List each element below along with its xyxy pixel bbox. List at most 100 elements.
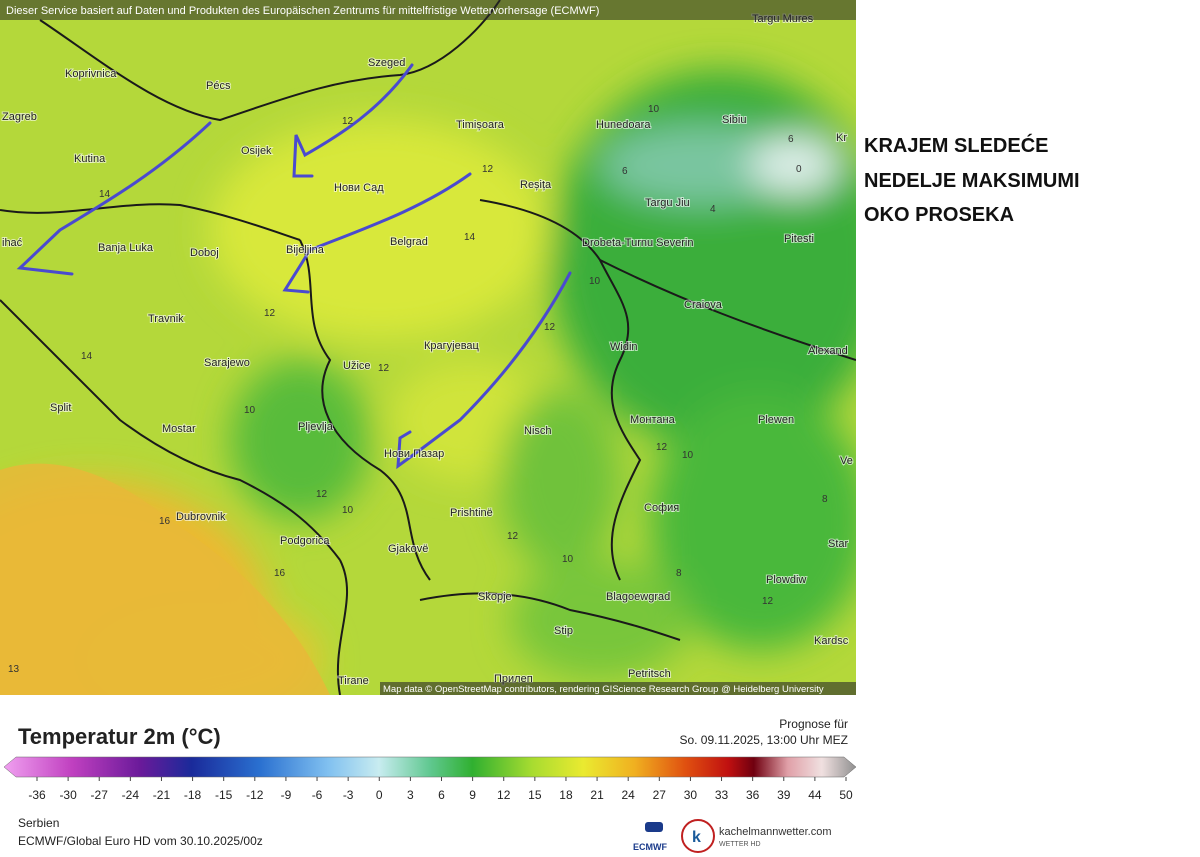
city-label: Kutina	[74, 153, 106, 165]
legend-tick-label: -3	[343, 788, 354, 802]
city-label: Gjakovë	[388, 543, 428, 555]
city-label: Plewen	[758, 414, 794, 426]
city-label: Bijeljina	[286, 244, 325, 256]
legend-tick-label: 33	[715, 788, 729, 802]
legend-tick-label: -12	[246, 788, 264, 802]
headline-line: OKO PROSEKA	[864, 204, 1014, 226]
isotherm-label: 0	[796, 164, 802, 175]
isotherm-label: 8	[822, 494, 828, 505]
city-label: Ve	[840, 455, 853, 467]
city-label: Prishtinë	[450, 507, 493, 519]
city-label: Belgrad	[390, 236, 428, 248]
attribution-bar	[380, 682, 856, 695]
isotherm-label: 16	[274, 568, 286, 579]
city-label: Sibiu	[722, 114, 746, 126]
isotherm-label: 10	[589, 276, 601, 287]
city-label: Koprivnica	[65, 68, 117, 80]
legend-tick-label: 12	[497, 788, 511, 802]
city-label: Нови Сад	[334, 182, 384, 194]
city-label: Zagreb	[2, 111, 37, 123]
legend-tick-label: 9	[469, 788, 476, 802]
city-label: Mostar	[162, 423, 196, 435]
legend-tick-label: 3	[407, 788, 414, 802]
city-label: Pljevlja	[298, 421, 334, 433]
legend-tick-label: 27	[653, 788, 667, 802]
legend-tick-label: 50	[839, 788, 853, 802]
kachelmann-logo: k kachelmannwetter.com WETTER HD	[681, 819, 832, 853]
forecast-time: So. 09.11.2025, 13:00 Uhr MEZ	[679, 733, 848, 747]
headline-line: KRAJEM SLEDEĆE	[864, 133, 1048, 157]
legend-tick-label: -27	[91, 788, 109, 802]
city-label: Split	[50, 402, 71, 414]
legend-tick-label: -9	[281, 788, 292, 802]
ecmwf-icon	[645, 822, 663, 832]
isotherm-label: 12	[264, 308, 276, 319]
region: Serbien	[18, 816, 59, 830]
ecmwf-logo: ECMWF	[633, 822, 667, 852]
kachelmann-sub: WETTER HD	[719, 841, 761, 848]
legend-tick-label: 15	[528, 788, 542, 802]
isotherm-label: 4	[710, 204, 716, 215]
isotherm-label: 12	[342, 116, 354, 127]
city-label: Timișoara	[456, 119, 505, 131]
isotherm-label: 12	[762, 596, 774, 607]
legend-tick-label: 21	[590, 788, 604, 802]
kachelmann-k: k	[692, 829, 701, 846]
city-label: Монтана	[630, 414, 676, 426]
isotherm-label: 10	[562, 554, 574, 565]
city-label: Star	[828, 538, 849, 550]
header-bar	[0, 0, 856, 20]
city-label: Banja Luka	[98, 242, 154, 254]
legend-tick-label: -6	[312, 788, 323, 802]
borders	[0, 0, 856, 695]
legend-tick-label: -24	[122, 788, 140, 802]
isotherm-label: 12	[507, 531, 519, 542]
isotherm-label: 6	[788, 134, 794, 145]
legend-tick-label: 39	[777, 788, 791, 802]
city-label: Widin	[610, 341, 638, 353]
legend-tick-label: -36	[28, 788, 46, 802]
city-label: Blagoewgrad	[606, 591, 670, 603]
city-label: Kardsc	[814, 635, 849, 647]
color-scale	[3, 756, 857, 778]
ecmwf-text: ECMWF	[633, 842, 667, 852]
isotherm-label: 12	[482, 164, 494, 175]
kachelmann-icon	[681, 819, 715, 853]
map: Targu MuresKoprivnicaPécsSzegedZagrebOsi…	[0, 0, 856, 695]
isotherm-label: 10	[648, 104, 660, 115]
legend-tick-label: 6	[438, 788, 445, 802]
city-label: Stip	[554, 625, 573, 637]
headline: KRAJEM SLEDEĆE NEDELJE MAKSIMUMI OKO PRO…	[864, 133, 1080, 226]
city-label: София	[644, 502, 679, 514]
isotherm-label: 6	[622, 166, 628, 177]
city-label: Pitesti	[784, 233, 814, 245]
city-label: Szeged	[368, 57, 405, 69]
city-label: Drobeta-Turnu Severin	[582, 237, 693, 249]
city-label: Craiova	[684, 299, 723, 311]
city-label: Sarajewo	[204, 357, 250, 369]
isotherm-labels: 12 12 14 14 12 12 14 10 12 10 10 6 4 6 0 12 10 12 10 16 16 12…	[8, 104, 828, 675]
city-labels: Targu MuresKoprivnicaPécsSzegedZagrebOsi…	[1, 12, 854, 688]
legend-tick-label: 18	[559, 788, 573, 802]
legend-tick-label: -15	[215, 788, 233, 802]
isotherm-label: 8	[676, 568, 682, 579]
legend-tick-label: 0	[376, 788, 383, 802]
isotherm-label: 10	[244, 405, 256, 416]
city-label: Dubrovnik	[176, 511, 226, 523]
legend-tick-label: -21	[153, 788, 171, 802]
city-label: Užice	[343, 360, 371, 372]
city-label: Hunedoara	[596, 119, 651, 131]
isotherm-label: 12	[316, 489, 328, 500]
city-label: Tirane	[338, 675, 369, 687]
city-label: Skopje	[478, 591, 512, 603]
city-label: Крагујевац	[424, 340, 480, 352]
isotherm-label: 16	[159, 516, 171, 527]
attribution: Map data © OpenStreetMap contributors, r…	[383, 684, 824, 695]
city-label: Pécs	[206, 80, 231, 92]
model-run: ECMWF/Global Euro HD vom 30.10.2025/00z	[18, 834, 263, 848]
header-text: Dieser Service basiert auf Daten und Pro…	[6, 5, 599, 17]
isotherm-label: 14	[99, 189, 111, 200]
city-label: Osijek	[241, 145, 272, 157]
